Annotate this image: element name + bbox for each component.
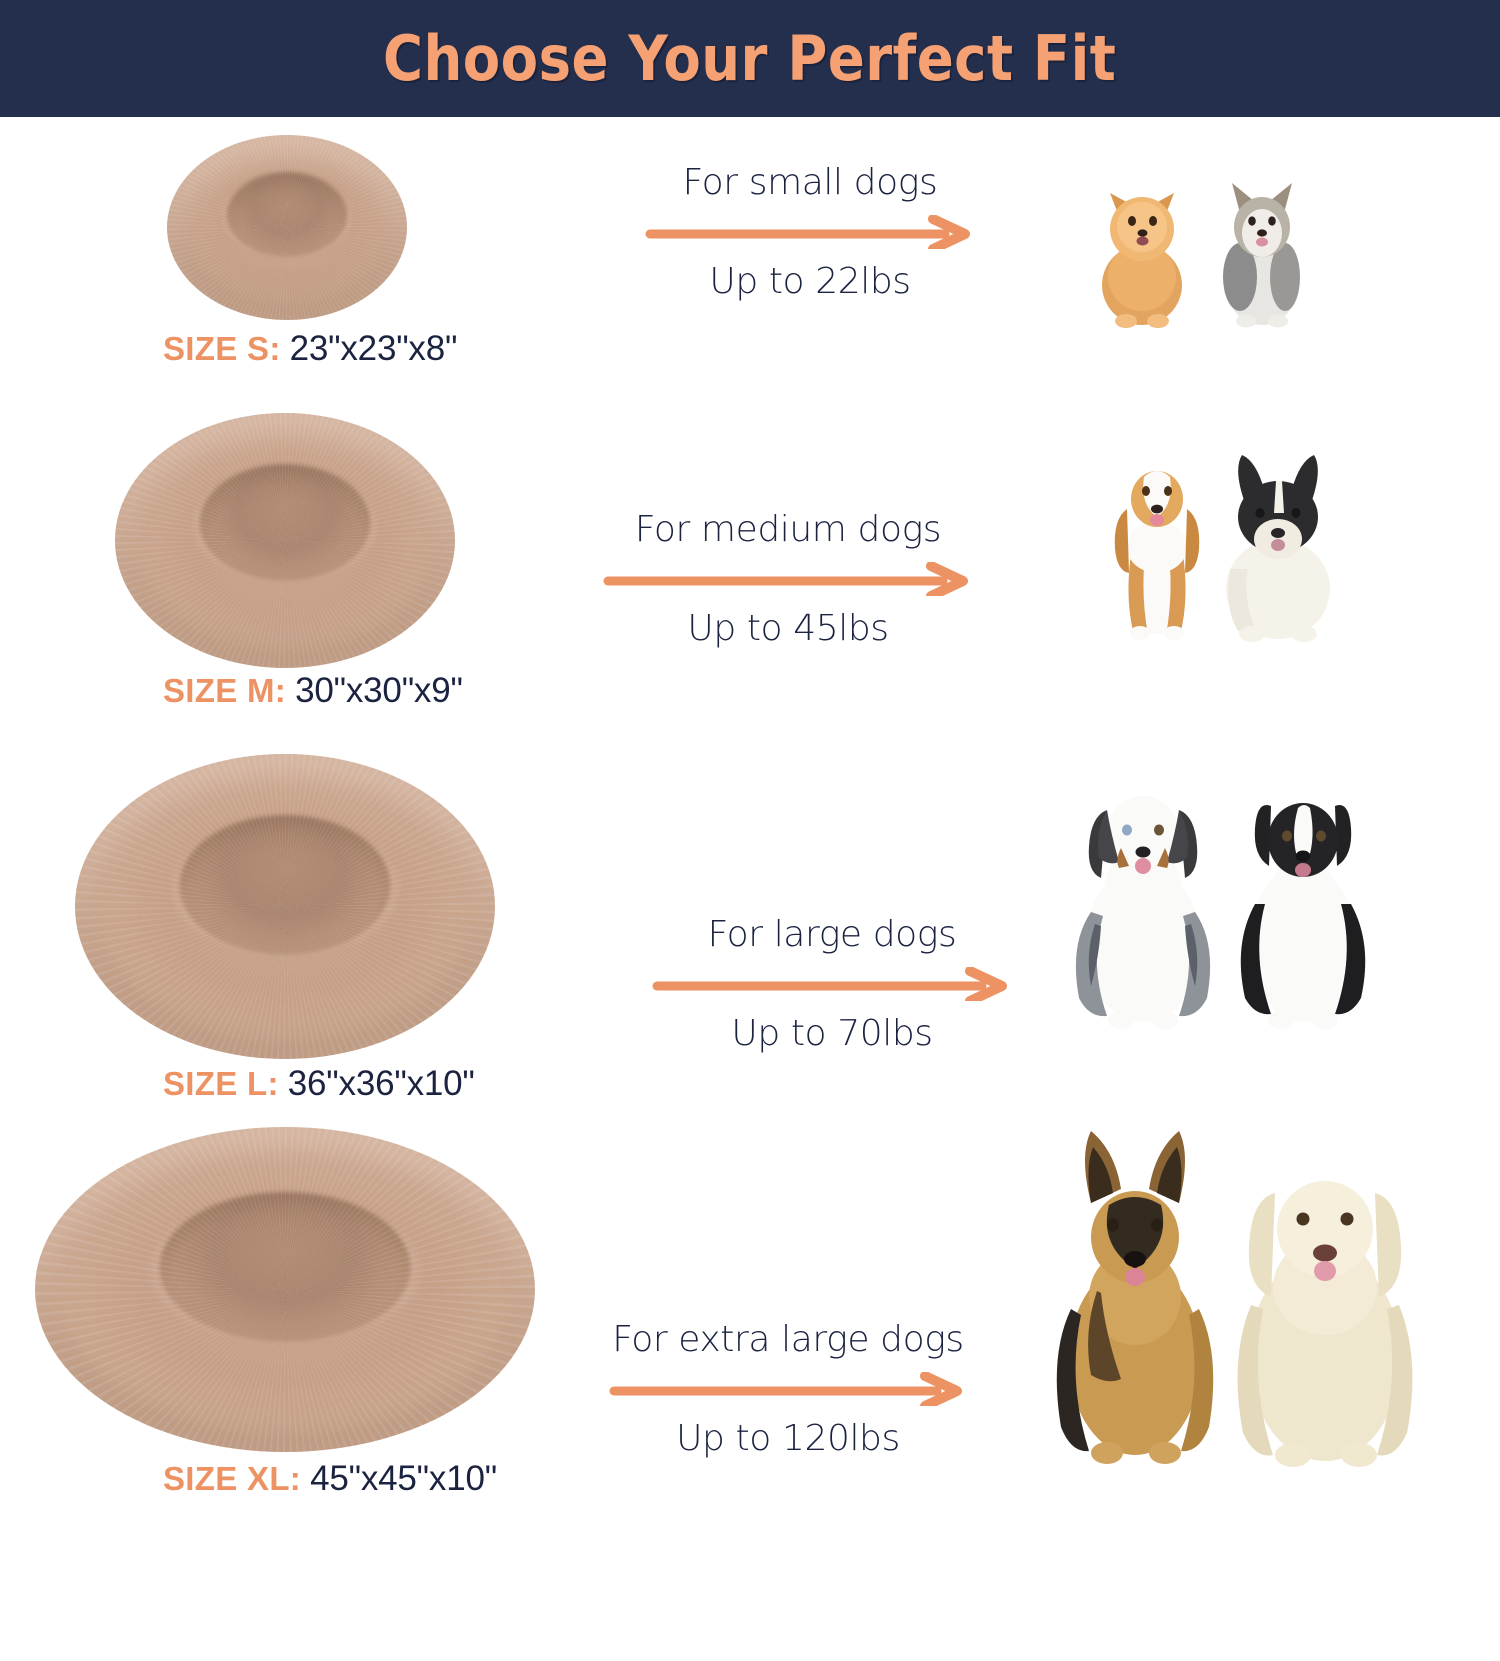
size-label-small: SIZE S: 23"x23"x8" [0, 329, 600, 369]
size-row-small: SIZE S: 23"x23"x8" For small dogs Up to 2… [0, 117, 1500, 399]
dog-pair-small [1080, 157, 1340, 332]
yorkshire-terrier-icon [1223, 183, 1300, 328]
fit-arrow-block-small: For small dogs Up to 22lbs [600, 162, 1020, 444]
size-key-small: SIZE S: [163, 330, 281, 367]
right-arrow-icon [645, 215, 970, 249]
dog-pair-medium [1080, 419, 1360, 654]
size-dimensions-large: 36"x36"x10" [287, 1064, 475, 1103]
fit-arrow-block-medium: For medium dogs Up to 45lbs [578, 509, 998, 854]
dog-illustration-aussie-collie [1075, 796, 1366, 1029]
size-key-large: SIZE L: [163, 1065, 279, 1102]
right-arrow-icon [652, 967, 1007, 1001]
beagle-icon [1114, 471, 1200, 640]
golden-retriever-icon [1237, 1181, 1413, 1467]
bed-column-xlarge: SIZE XL: 45"x45"x10" [0, 1119, 600, 1498]
size-key-medium: SIZE M: [163, 672, 287, 709]
dog-pair-xlarge [1025, 1119, 1445, 1474]
fit-arrow-block-large: For large dogs Up to 70lbs [622, 914, 1042, 1289]
fit-line-large: For large dogs [707, 914, 957, 955]
dog-illustration-beagle-frenchie [1114, 455, 1330, 642]
dog-illustration-pomeranian-yorkie [1102, 183, 1300, 328]
size-chart-page: Choose Your Perfect Fit SIZE S: 23"x23"x8… [0, 0, 1500, 1461]
weight-line-xlarge: Up to 120lbs [676, 1418, 900, 1459]
fit-arrow-block-xlarge: For extra large dogs Up to 120lbs [578, 1319, 998, 1661]
german-shepherd-icon [1056, 1131, 1214, 1464]
bed-column-medium: SIZE M: 30"x30"x9" [0, 399, 600, 744]
size-row-large: SIZE L: 36"x36"x10" For large dogs Up to … [0, 744, 1500, 1119]
size-dimensions-medium: 30"x30"x9" [295, 671, 463, 710]
weight-line-medium: Up to 45lbs [687, 608, 889, 649]
bed-column-large: SIZE L: 36"x36"x10" [0, 744, 600, 1119]
size-rows: SIZE S: 23"x23"x8" For small dogs Up to 2… [0, 117, 1500, 1498]
donut-dog-bed-large [75, 754, 495, 1059]
donut-dog-bed-xlarge [35, 1127, 535, 1452]
size-row-medium: SIZE M: 30"x30"x9" For medium dogs Up to … [0, 399, 1500, 744]
header-bar: Choose Your Perfect Fit [0, 0, 1500, 117]
australian-shepherd-icon [1075, 796, 1211, 1029]
size-dimensions-small: 23"x23"x8" [289, 329, 458, 368]
size-label-xlarge: SIZE XL: 45"x45"x10" [0, 1459, 600, 1499]
right-arrow-icon [609, 1372, 962, 1406]
dog-pair-large [1055, 744, 1405, 1034]
fit-line-small: For small dogs [682, 162, 938, 203]
size-key-xlarge: SIZE XL: [163, 1460, 302, 1497]
size-label-large: SIZE L: 36"x36"x10" [0, 1064, 600, 1104]
donut-dog-bed-medium [115, 413, 455, 668]
right-arrow-icon [603, 562, 968, 596]
size-label-medium: SIZE M: 30"x30"x9" [0, 671, 600, 711]
dog-illustration-shepherd-retriever [1056, 1131, 1413, 1467]
bed-column-small: SIZE S: 23"x23"x8" [0, 117, 600, 399]
border-collie-icon [1240, 803, 1366, 1029]
fit-line-medium: For medium dogs [634, 509, 942, 550]
weight-line-small: Up to 22lbs [709, 261, 911, 302]
size-dimensions-xlarge: 45"x45"x10" [310, 1459, 497, 1498]
fit-line-xlarge: For extra large dogs [612, 1319, 964, 1360]
weight-line-large: Up to 70lbs [731, 1013, 933, 1054]
page-title: Choose Your Perfect Fit [383, 22, 1117, 95]
french-bulldog-icon [1226, 455, 1330, 642]
donut-dog-bed-small [167, 135, 407, 320]
size-row-xlarge: SIZE XL: 45"x45"x10" For extra large dogs… [0, 1119, 1500, 1498]
pomeranian-icon [1102, 193, 1182, 328]
